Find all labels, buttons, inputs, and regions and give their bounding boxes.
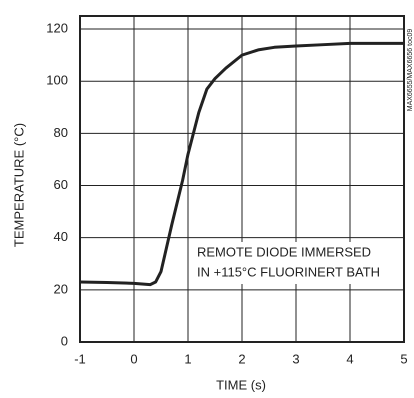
data-line (79, 41, 404, 287)
y-tick-label: 40 (54, 229, 68, 244)
plot-frame (79, 15, 405, 343)
annotation: IN +115°C FLUORINERT BATH (197, 264, 380, 279)
x-tick-label: 3 (292, 351, 299, 366)
x-tick-label: -1 (74, 351, 86, 366)
y-tick-label: 120 (46, 20, 68, 35)
annotation-background (192, 242, 392, 284)
y-tick-label: 0 (61, 333, 68, 348)
x-axis-label: TIME (s) (216, 377, 266, 392)
x-tick-label: 4 (346, 351, 353, 366)
side-note: MAX6655/MAX6656 toc09 (407, 29, 414, 112)
x-tick-label: 0 (130, 351, 137, 366)
y-tick-label: 20 (54, 281, 68, 296)
y-tick-label: 100 (46, 73, 68, 88)
x-tick-label: 1 (184, 351, 191, 366)
y-tick-label: 60 (54, 177, 68, 192)
y-axis-label: TEMPERATURE (°C) (11, 123, 26, 247)
y-tick-label: 80 (54, 125, 68, 140)
x-tick-label: 5 (400, 351, 407, 366)
annotation: REMOTE DIODE IMMERSED (197, 244, 371, 259)
x-tick-label: 2 (238, 351, 245, 366)
